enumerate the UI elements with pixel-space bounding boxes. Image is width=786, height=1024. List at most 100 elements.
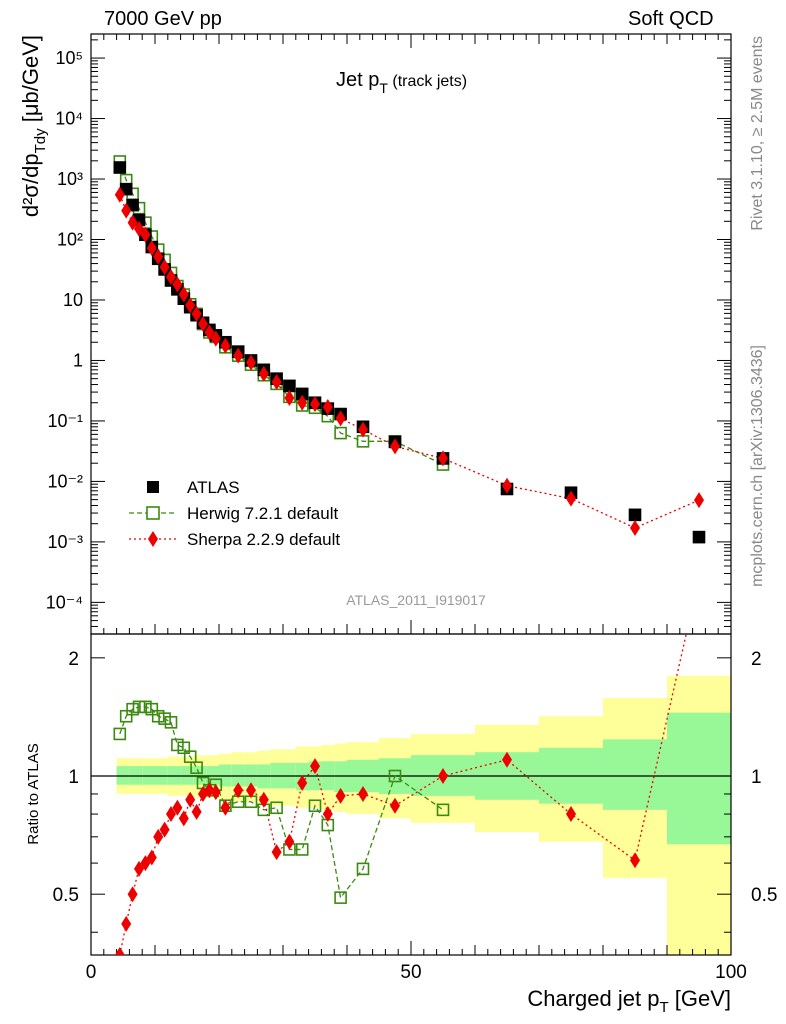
herwig-line xyxy=(119,161,444,466)
atlas-point xyxy=(628,508,642,522)
sherpa-ratio-point xyxy=(146,849,157,866)
atlas-point xyxy=(283,379,296,393)
analysis-id: ATLAS_2011_I919017 xyxy=(346,592,486,608)
sherpa-ratio-point xyxy=(566,806,576,823)
herwig-ratio-point xyxy=(295,843,309,856)
axis-ticks xyxy=(90,34,732,955)
sherpa-point xyxy=(502,477,512,494)
sherpa-point xyxy=(297,394,308,411)
herwig-point xyxy=(334,426,347,440)
sherpa-point xyxy=(146,240,157,257)
sherpa-ratio-point xyxy=(220,799,231,816)
sherpa-point xyxy=(566,490,576,507)
sherpa-point xyxy=(204,324,215,341)
sherpa-point xyxy=(178,286,189,303)
legend-label: Sherpa 2.2.9 default xyxy=(187,530,340,549)
legend-label: ATLAS xyxy=(187,478,240,497)
y-tick-label: 10⁵ xyxy=(56,48,83,68)
herwig-ratio-point xyxy=(388,769,402,783)
sherpa-ratio-point xyxy=(310,758,320,775)
y-tick-label: 10⁻⁴ xyxy=(46,592,83,612)
side-label-top: Rivet 3.1.10, ≥ 2.5M events xyxy=(749,36,766,231)
herwig-ratio-point xyxy=(436,803,450,817)
herwig-ratio-point xyxy=(126,702,139,716)
sherpa-ratio-point xyxy=(502,751,512,768)
sherpa-point xyxy=(166,268,176,285)
x-tick-label: 100 xyxy=(715,962,747,983)
sherpa-point xyxy=(310,396,320,413)
herwig-ratio-point xyxy=(113,727,127,741)
x-axis-title: Charged jet pT [GeV] xyxy=(527,986,731,1016)
y-tick-label: 10² xyxy=(57,230,83,250)
sherpa-point xyxy=(233,347,244,364)
side-label-bottom: mcplots.cern.ch [arXiv:1306.3436] xyxy=(749,345,766,587)
sherpa-ratio-point xyxy=(210,784,221,801)
sherpa-point xyxy=(121,202,132,219)
sherpa-point xyxy=(322,399,333,416)
sherpa-ratio-point xyxy=(166,806,176,823)
sherpa-ratio-point xyxy=(114,947,125,955)
sherpa-ratio-point xyxy=(153,828,164,845)
ratio-band-inner xyxy=(334,761,347,793)
sherpa-ratio-point xyxy=(127,886,138,903)
x-tick-label: 0 xyxy=(86,962,97,983)
sherpa-ratio-point xyxy=(438,768,448,785)
sherpa-point xyxy=(220,337,231,354)
y-tick-label: 10⁻³ xyxy=(47,532,83,552)
sherpa-ratio-point xyxy=(233,782,244,799)
sherpa-ratio-point xyxy=(358,785,368,802)
herwig-ratio-point xyxy=(132,700,146,714)
sherpa-point xyxy=(127,214,138,231)
herwig-ratio-point xyxy=(171,738,184,752)
y-axis-title: d²σ/dpTdy [μb/GeV] xyxy=(18,35,49,217)
sherpa-point xyxy=(140,226,151,243)
legend-herwig-marker xyxy=(146,506,160,520)
y-tick-label: 1 xyxy=(73,350,83,370)
sherpa-point xyxy=(153,248,164,265)
sherpa-point xyxy=(191,305,202,322)
atlas-point xyxy=(113,161,127,174)
x-tick-label: 50 xyxy=(400,962,421,983)
header-left: 7000 GeV pp xyxy=(104,8,222,30)
text-layer: Jet pT (track jets) ATLAS_2011_I919017 Riv… xyxy=(336,36,766,608)
axis-labels: 10⁻⁴ 10⁻³ 10⁻² 10⁻¹ 1 10 10² 10³ 10⁴ 10⁵ 0 50 100 0.5… xyxy=(18,35,777,1016)
sherpa-ratio-point xyxy=(185,791,196,808)
sherpa-ratio-point xyxy=(121,915,132,932)
sherpa-point xyxy=(438,450,448,467)
ratio-band-inner xyxy=(603,739,667,810)
legend: ATLAS Herwig 7.2.1 default Sherpa 2.2.9 de… xyxy=(129,478,340,549)
sherpa-ratio-point xyxy=(335,787,346,804)
ratio-tick-label: 2 xyxy=(68,649,79,670)
y-tick-label: 10 xyxy=(63,290,83,310)
sherpa-point xyxy=(630,519,640,536)
sherpa-ratio-point xyxy=(134,860,144,877)
legend-sherpa-marker xyxy=(148,531,158,547)
herwig-ratio-point xyxy=(119,709,133,723)
sherpa-point xyxy=(185,297,196,314)
herwig-ratio-point xyxy=(308,799,322,813)
herwig-ratio-point xyxy=(164,716,178,729)
herwig-ratio-point xyxy=(151,709,165,723)
herwig-ratio-point xyxy=(183,750,197,763)
sherpa-point xyxy=(390,438,400,455)
sherpa-point xyxy=(358,421,368,438)
sherpa-ratio-point xyxy=(322,806,333,823)
sherpa-ratio-point xyxy=(246,782,256,799)
sherpa-point xyxy=(246,354,256,371)
herwig-ratio-point xyxy=(177,741,191,755)
sherpa-point xyxy=(284,389,295,406)
header-right: Soft QCD xyxy=(628,8,714,30)
sherpa-point xyxy=(271,374,282,391)
herwig-ratio-point xyxy=(190,761,203,774)
herwig-ratio-point xyxy=(139,700,152,714)
sherpa-point xyxy=(114,186,125,203)
atlas-point xyxy=(692,530,706,544)
sherpa-ratio-point xyxy=(178,810,189,827)
sherpa-ratio-point xyxy=(159,821,170,838)
legend-atlas-marker xyxy=(147,481,159,493)
ratio-tick-label: 1 xyxy=(68,767,79,788)
ratio-tick-label-right: 2 xyxy=(751,649,762,670)
sherpa-ratio-point xyxy=(172,799,183,816)
herwig-ratio-point xyxy=(270,801,283,815)
